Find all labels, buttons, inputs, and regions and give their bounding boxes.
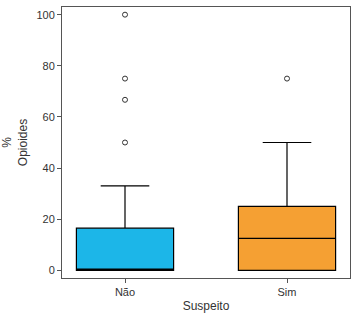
svg-text:40: 40 bbox=[43, 162, 55, 174]
svg-text:80: 80 bbox=[43, 60, 55, 72]
svg-text:%Opioides: %Opioides bbox=[0, 119, 30, 166]
svg-text:Sim: Sim bbox=[278, 286, 297, 298]
svg-text:100: 100 bbox=[36, 9, 54, 21]
svg-text:Suspeito: Suspeito bbox=[183, 299, 230, 313]
svg-text:20: 20 bbox=[43, 213, 55, 225]
svg-text:0: 0 bbox=[49, 264, 55, 276]
svg-text:60: 60 bbox=[43, 111, 55, 123]
svg-text:Não: Não bbox=[115, 286, 135, 298]
